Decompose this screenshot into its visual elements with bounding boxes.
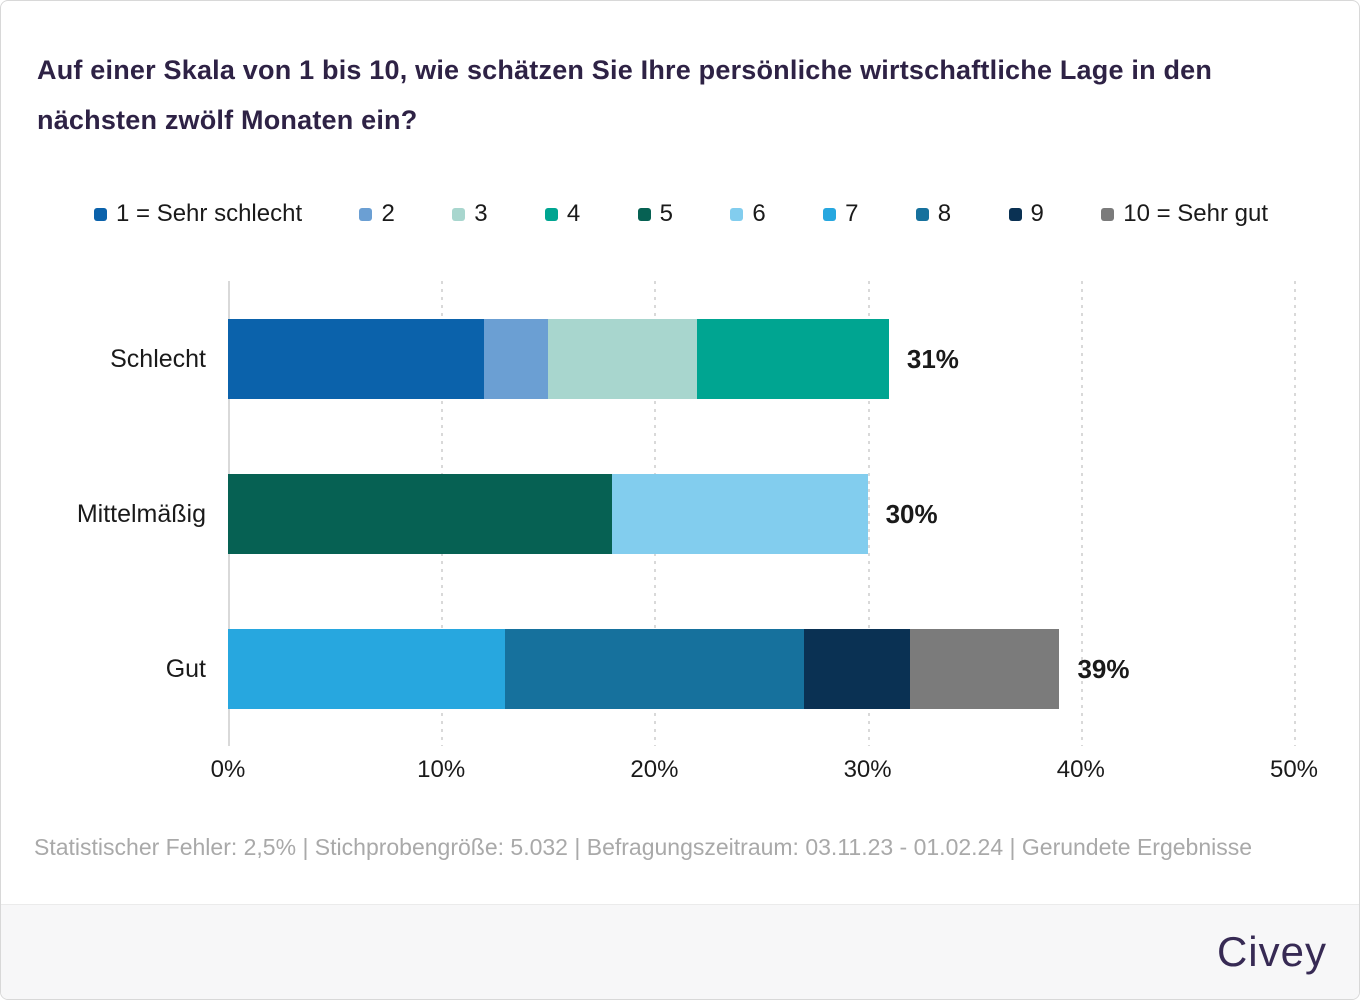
legend-label: 5 (659, 200, 673, 227)
legend-swatch-icon (452, 207, 466, 221)
category-label-Schlecht: Schlecht (110, 344, 206, 373)
legend-item-7: 7 (823, 200, 858, 228)
chart-legend: 1 = Sehr schlecht 2 3 4 5 6 7 8 9 10 = Sehr gut (94, 198, 1268, 230)
legend-item-5: 5 (637, 200, 673, 228)
gridline-50% (1294, 281, 1296, 746)
legend-swatch-icon (730, 207, 744, 221)
legend-item-4: 4 (544, 200, 581, 228)
bar-total-label: 30% (885, 498, 938, 529)
bar-row-Gut: 39% (228, 629, 1294, 709)
legend-swatch-icon (637, 207, 651, 221)
legend-swatch-icon (1008, 207, 1022, 221)
legend-item-2: 2 (359, 200, 395, 228)
x-axis: 0% 10% 20% 30% 40% 50% (211, 756, 1318, 788)
bar-total-label: 31% (906, 343, 959, 374)
brand-footer-bar: Civey (1, 904, 1359, 999)
legend-swatch-icon (94, 207, 107, 221)
gridline-30% (867, 281, 870, 746)
legend-item-6: 6 (730, 200, 766, 228)
bar-segment-scale-9 (803, 629, 911, 709)
legend-item-10: 10 = Sehr gut (1101, 200, 1268, 228)
civey-logo: Civey (1216, 928, 1327, 975)
bar-segment-scale-10 (910, 629, 1060, 709)
legend-item-1: 1 = Sehr schlecht (94, 200, 302, 228)
legend-label: 3 (474, 200, 488, 227)
legend-swatch-icon (823, 207, 837, 221)
survey-metadata: Statistischer Fehler: 2,5% | Stichproben… (34, 834, 1253, 860)
bar-segment-scale-7 (228, 629, 506, 709)
x-tick-label: 40% (1056, 756, 1105, 783)
bar-segment-scale-4 (697, 319, 889, 399)
bar-segment-scale-1 (228, 319, 484, 399)
x-tick-label: 0% (210, 756, 246, 783)
legend-label: 1 = Sehr schlecht (116, 200, 303, 227)
x-tick-label: 10% (417, 756, 466, 783)
bar-segment-scale-8 (505, 629, 804, 709)
category-label-Gut: Gut (165, 654, 206, 683)
x-tick-label: 30% (843, 756, 892, 783)
legend-swatch-icon (359, 207, 373, 221)
category-axis: Schlecht Mittelmäßig Gut (1, 281, 206, 746)
bar-row-Mittelmäßig: 30% (228, 474, 1294, 554)
bar-segment-scale-5 (228, 474, 612, 554)
legend-label: 7 (845, 200, 859, 227)
question-title: Auf einer Skala von 1 bis 10, wie schätz… (37, 55, 1213, 135)
legend-swatch-icon (1101, 207, 1115, 221)
legend-swatch-icon (544, 207, 558, 221)
legend-item-9: 9 (1008, 200, 1044, 228)
legend-label: 8 (937, 200, 952, 227)
bar-total-label: 39% (1077, 653, 1130, 684)
bar-row-Schlecht: 31% (228, 319, 1294, 399)
plot-area: 31% 30% 39% (228, 281, 1296, 746)
legend-label: 10 = Sehr gut (1123, 200, 1268, 227)
legend-label: 6 (752, 200, 766, 227)
legend-label: 9 (1030, 200, 1044, 227)
legend-item-3: 3 (452, 200, 488, 228)
legend-label: 4 (566, 200, 581, 227)
legend-swatch-icon (915, 207, 929, 221)
category-label-Mittelmäßig: Mittelmäßig (76, 499, 206, 528)
legend-label: 2 (381, 200, 395, 227)
x-tick-label: 50% (1269, 756, 1319, 783)
bar-segment-scale-2 (483, 319, 548, 399)
bar-segment-scale-6 (611, 474, 868, 554)
x-tick-label: 20% (630, 756, 679, 783)
gridline-40% (1080, 281, 1083, 746)
legend-item-8: 8 (915, 200, 952, 228)
bar-segment-scale-3 (547, 319, 698, 399)
